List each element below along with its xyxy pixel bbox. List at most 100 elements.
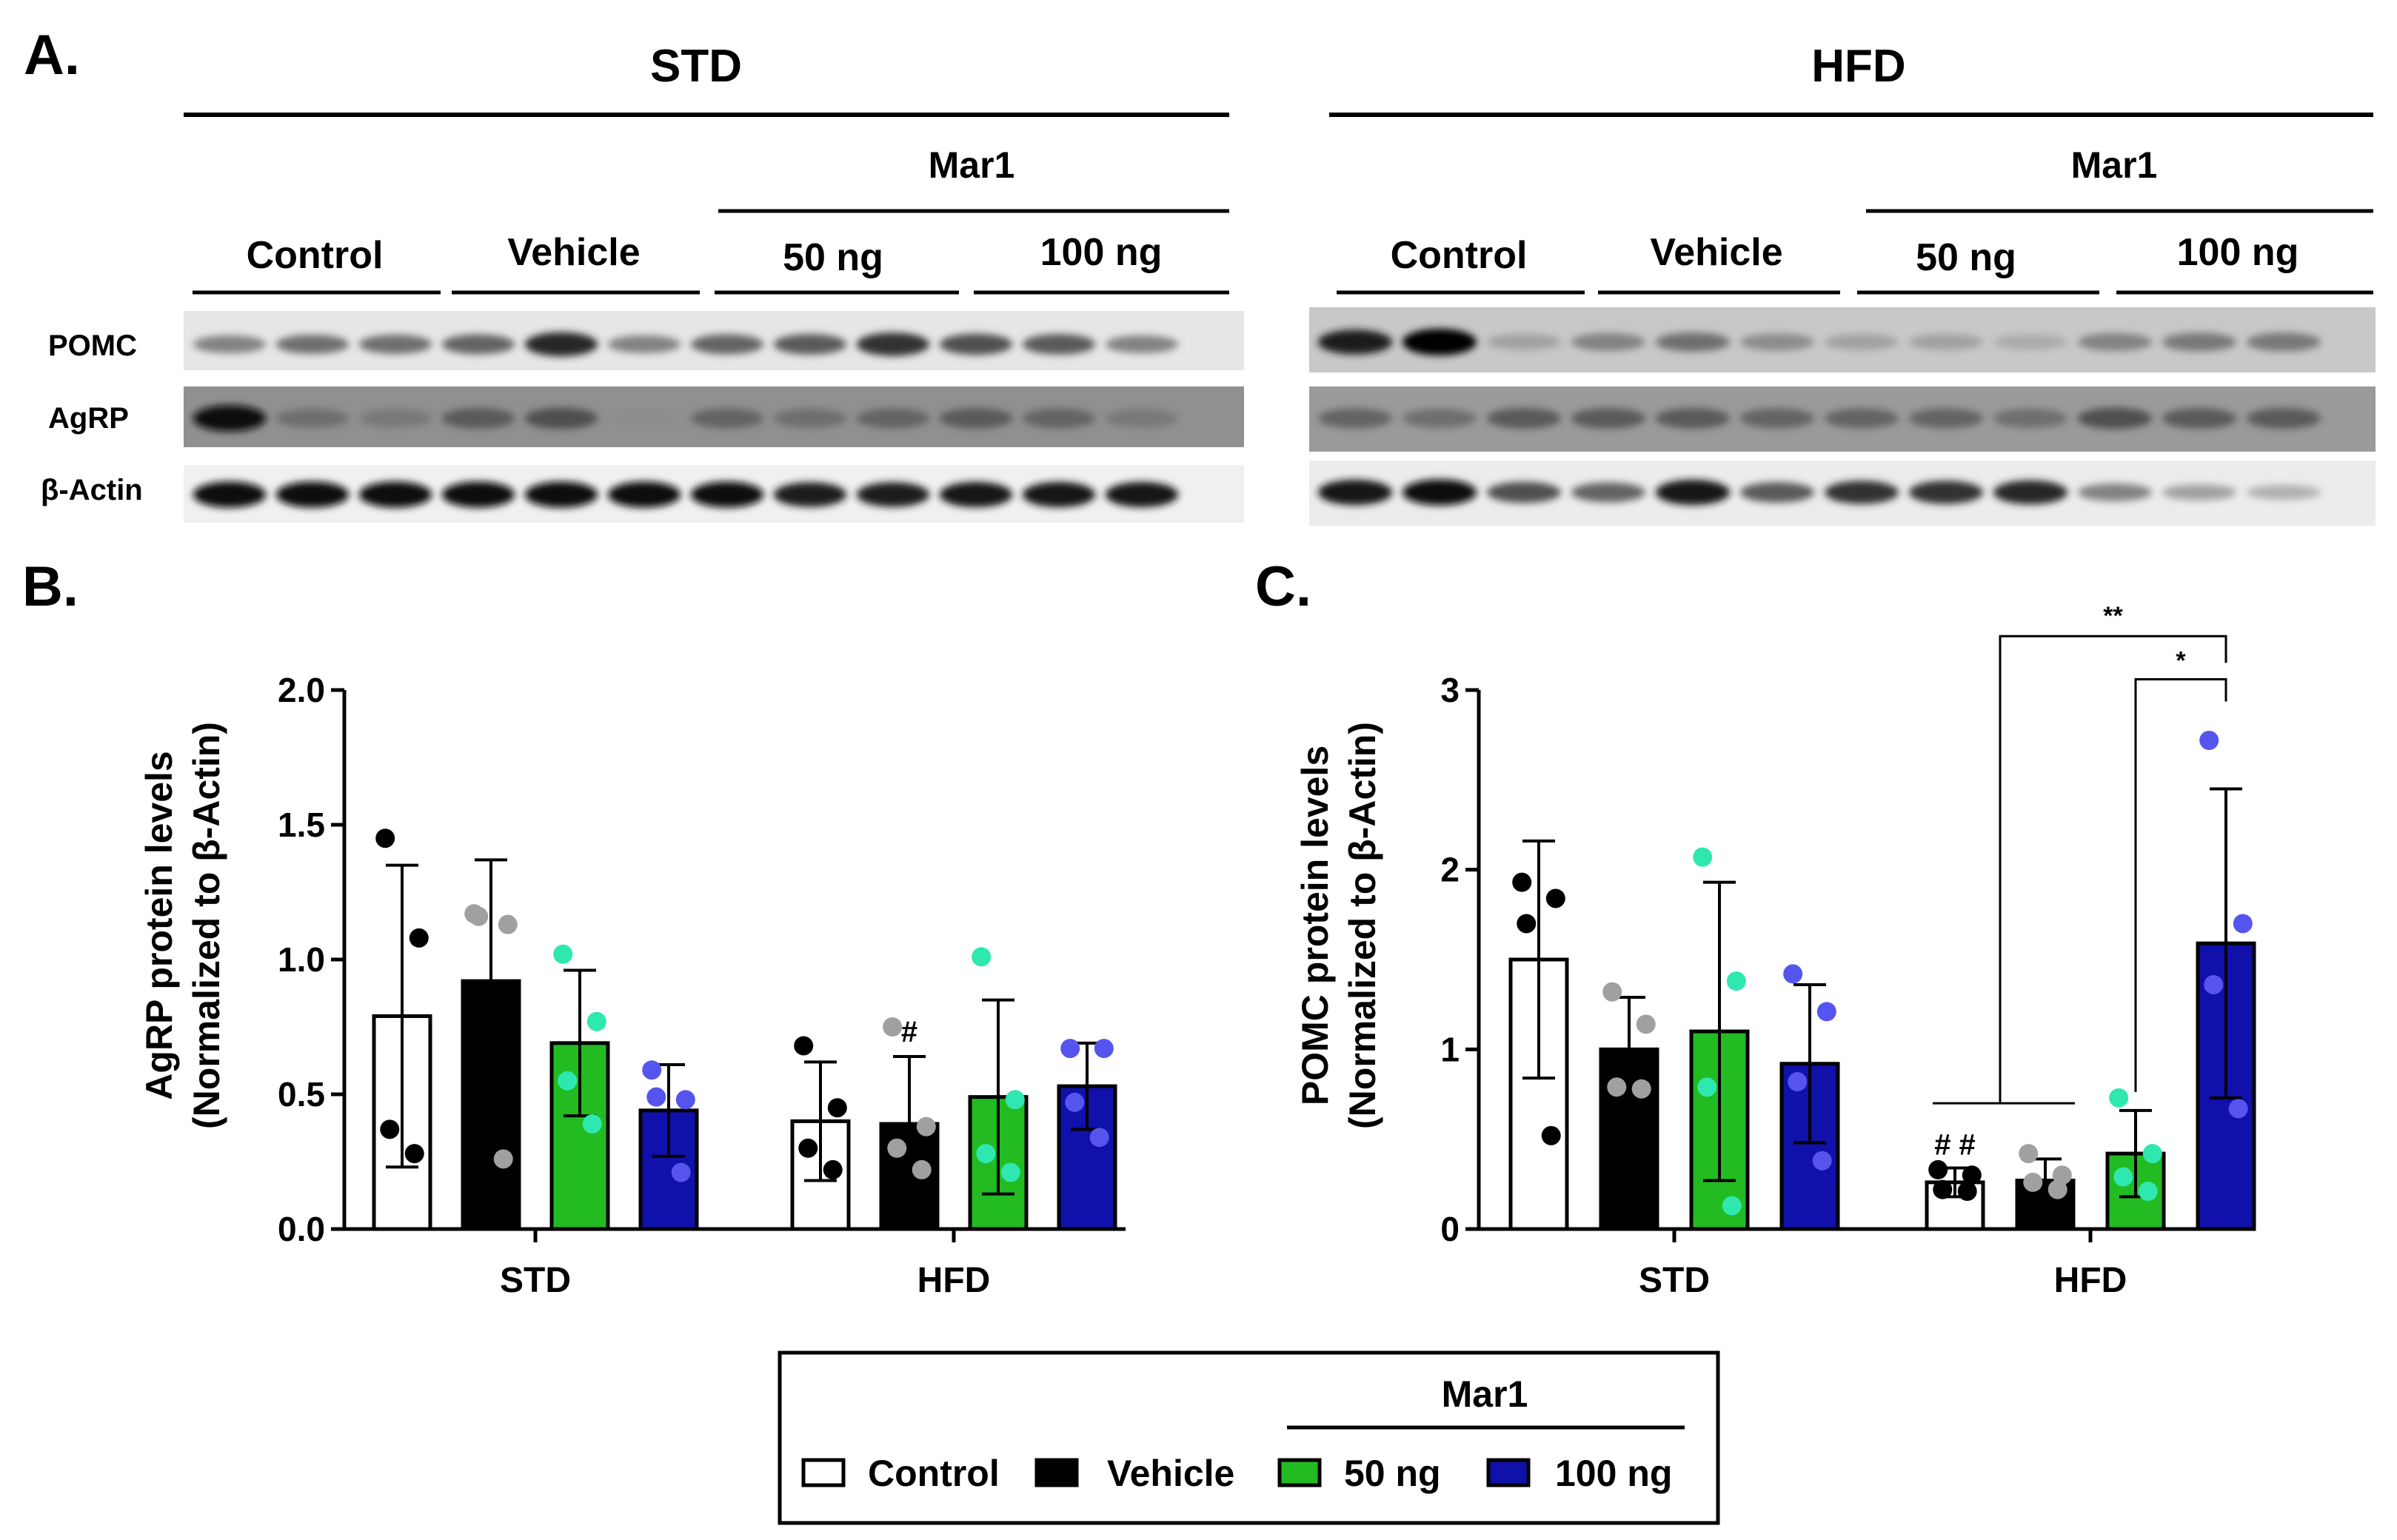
hfd-band-r2-l8: [1993, 480, 2068, 505]
std-band-r0-l2: [358, 334, 432, 355]
std-band-r0-l10: [1022, 334, 1096, 355]
panel-b-label: B.: [22, 555, 78, 618]
chart-b-hfd-vehicle-point-3: [912, 1159, 932, 1179]
std-header: STD Mar1 Control Vehicle 50 ng 100 ng: [184, 41, 1229, 295]
chart-c-std-control-point-1: [1545, 888, 1565, 908]
hfd-header: HFD Mar1 Control Vehicle 50 ng 100 ng: [1329, 41, 2373, 295]
chart-b-std-control-point-0: [375, 828, 395, 848]
chart-b-hfd-100ng-point-3: [1089, 1128, 1109, 1148]
std-band-r2-l5: [607, 481, 681, 508]
panel-a-label: A.: [24, 24, 80, 87]
hfd-band-r1-l4: [1655, 408, 1731, 429]
hfd-band-r0-l7: [1908, 334, 1984, 350]
chart-c-hfd-vehicle-point-2: [2023, 1172, 2043, 1192]
legend-swatch-100ng: [1486, 1458, 1531, 1487]
std-band-r1-l2: [358, 409, 432, 428]
chart-b-hfd-vehicle-point-1: [916, 1116, 936, 1136]
std-band-r1-l10: [1022, 408, 1096, 429]
std-band-r1-l5: [607, 409, 681, 427]
hfd-band-r2-l4: [1655, 479, 1731, 506]
chart-b-hfd-vehicle-point-0: [883, 1017, 903, 1037]
chart-c-hfd-control-point-1: [1962, 1165, 1982, 1185]
hfd-band-r2-l11: [2246, 484, 2321, 500]
legend-swatch-control: [801, 1458, 846, 1487]
hfd-band-r2-l9: [2077, 483, 2153, 502]
std-band-r0-l7: [773, 334, 847, 355]
chart-b-hfd-control-point-1: [827, 1098, 847, 1118]
std-band-r2-l3: [441, 481, 515, 508]
chart-b-std-50ng-point-0: [553, 944, 573, 964]
chart-c-hfd-100ng-point-3: [2228, 1099, 2248, 1119]
chart-b-hfd-vehicle-point-2: [887, 1138, 907, 1158]
chart-b-hfd-50ng-point-2: [976, 1144, 996, 1164]
chart-c-annotation-0: # #: [1934, 1128, 1976, 1161]
legend-label-vehicle: Vehicle: [1107, 1453, 1234, 1494]
std-band-r2-l7: [773, 482, 847, 507]
chart-b-std-100ng-point-0: [642, 1060, 662, 1080]
chart-c-std-100ng-point-1: [1816, 1002, 1836, 1022]
std-band-r2-l0: [193, 481, 267, 508]
std-lane-50ng: 50 ng: [783, 236, 883, 279]
legend-label-50ng: 50 ng: [1344, 1453, 1441, 1494]
hfd-band-r0-l9: [2077, 332, 2153, 352]
chart-b-xtick-label-std: STD: [500, 1261, 571, 1300]
hfd-band-r0-l0: [1317, 329, 1393, 355]
hfd-band-r0-l5: [1739, 333, 1815, 351]
legend-swatch-vehicle: [1034, 1458, 1079, 1487]
chart-c-ylabel-line2: (Normalized to β-Actin): [1342, 722, 1383, 1129]
std-band-r0-l4: [524, 332, 598, 357]
chart-c-hfd-100ng-point-0: [2199, 730, 2219, 750]
chart-c-hfd-50ng-point-3: [2138, 1182, 2158, 1202]
chart-b-std-control-point-2: [380, 1119, 400, 1139]
hfd-band-r2-l2: [1486, 481, 1562, 503]
hfd-band-r1-l6: [1824, 408, 1899, 429]
chart-c-hfd-vehicle-point-3: [2047, 1179, 2067, 1199]
hfd-band-r1-l2: [1486, 408, 1562, 429]
chart-c-ylabel-line1: POMC protein levels: [1294, 746, 1336, 1105]
std-band-r1-l6: [690, 408, 764, 429]
hfd-band-r1-l5: [1739, 408, 1815, 429]
std-band-r0-l3: [441, 334, 515, 355]
hfd-band-r1-l11: [2246, 408, 2321, 429]
panel-c-label: C.: [1255, 555, 1311, 618]
panel-c: C. POMC protein levels (Normalized to β-…: [1255, 555, 2256, 1300]
hfd-band-r1-l0: [1317, 408, 1393, 429]
chart-c-std-50ng-point-3: [1722, 1196, 1742, 1216]
chart-c-sig-bracket-2: [2134, 677, 2227, 1092]
hfd-band-r1-l10: [2162, 408, 2237, 429]
hfd-band-r2-l1: [1402, 479, 1477, 506]
chart-b-std-vehicle-point-2: [469, 906, 489, 926]
hfd-band-r0-l10: [2162, 332, 2237, 352]
blot-std: [184, 311, 1244, 523]
std-title: STD: [650, 41, 742, 92]
chart-c-std-50ng-point-2: [1697, 1077, 1717, 1097]
std-band-r0-l5: [607, 335, 681, 354]
std-band-r1-l8: [856, 408, 930, 429]
chart-c-std-50ng-point-0: [1693, 847, 1713, 867]
chart-c-hfd-vehicle-point-0: [2019, 1144, 2039, 1164]
hfd-band-r1-l9: [2077, 407, 2153, 429]
std-lane-control: Control: [247, 234, 384, 277]
hfd-lane-control: Control: [1391, 234, 1528, 277]
legend: Mar1 Control Vehicle 50 ng 100 ng: [778, 1350, 1720, 1525]
hfd-band-r0-l6: [1824, 334, 1899, 350]
hfd-band-r1-l7: [1908, 408, 1984, 429]
blot-std-bands: [193, 332, 1179, 508]
hfd-band-r1-l8: [1993, 408, 2068, 429]
row-label-agrp: AgRP: [48, 402, 129, 435]
chart-c-std-vehicle-point-1: [1636, 1014, 1656, 1034]
chart-b-ytick-label-3: 1.5: [278, 806, 325, 844]
panel-b: B. AgRP protein levels (Normalized to β-…: [22, 555, 1126, 1300]
chart-b-hfd-100ng-point-1: [1094, 1039, 1114, 1059]
chart-b-ytick-label-2: 1.0: [278, 940, 325, 979]
chart-c-hfd-control-point-2: [1933, 1179, 1953, 1199]
chart-b-plot: 0.0 0.5 1.0 1.5 2.0 STD HFD #: [278, 671, 1126, 1300]
row-label-actin: β-Actin: [41, 474, 143, 506]
chart-b-std-control-point-1: [409, 928, 429, 948]
hfd-band-r0-l2: [1486, 334, 1562, 350]
hfd-band-r2-l10: [2162, 484, 2237, 500]
chart-c-ytick-label-1: 1: [1440, 1030, 1460, 1068]
std-band-r2-l2: [358, 481, 432, 508]
chart-c-ytick-label-2: 2: [1440, 851, 1460, 889]
